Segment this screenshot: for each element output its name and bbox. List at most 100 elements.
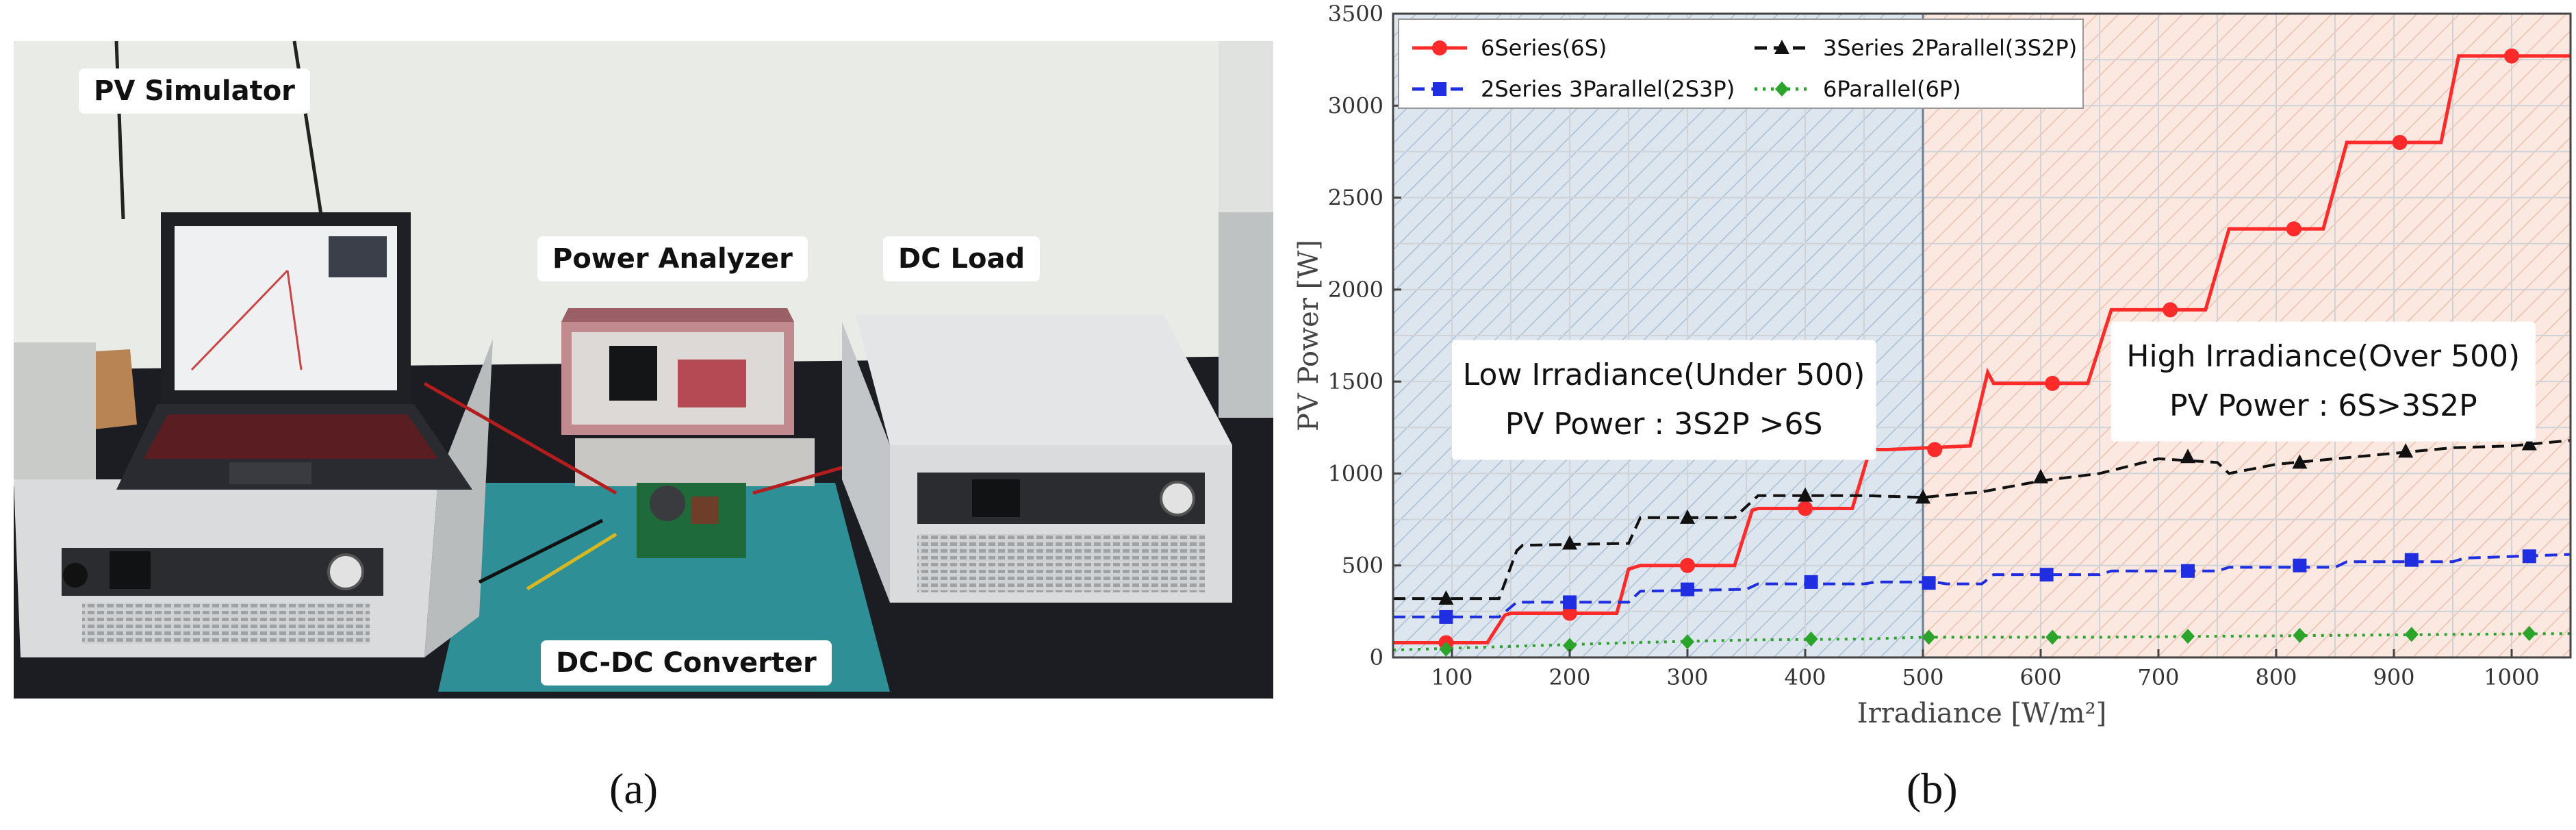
data-point-3 <box>1804 631 1818 647</box>
laptop-panel <box>329 236 387 277</box>
x-tick-label: 600 <box>2019 664 2061 690</box>
test-bench-photo <box>14 40 1273 699</box>
legend-marker <box>1775 81 1789 97</box>
data-point-0 <box>1927 442 1943 457</box>
y-tick-label: 3500 <box>1328 1 1383 27</box>
legend-label: 3Series 2Parallel(3S2P) <box>1823 35 2077 61</box>
data-point-2 <box>2181 564 2195 578</box>
dc-load-top <box>856 315 1232 445</box>
panel-label-b: (b) <box>1907 764 1958 813</box>
converter-capacitor <box>650 486 685 521</box>
pv-power-chart: 100 200 300 400 500 600 700 800 900 1000 0 500 1000 1… <box>1293 1 2572 729</box>
dc-load-knob <box>1160 481 1195 516</box>
analyzer-keys <box>678 360 746 407</box>
panel-label-a: (a) <box>609 764 659 813</box>
black-wire <box>478 518 604 584</box>
label-pv-simulator: PV Simulator <box>79 68 310 114</box>
legend-marker <box>1433 82 1446 96</box>
esd-mat <box>438 483 890 692</box>
label-dc-dc-converter: DC-DC Converter <box>541 640 832 686</box>
data-point-2 <box>2039 568 2054 582</box>
data-point-1 <box>1915 489 1930 504</box>
data-point-0 <box>2163 302 2178 318</box>
label-dc-load: DC Load <box>883 236 1041 281</box>
y-tick-label: 1500 <box>1328 368 1383 394</box>
data-point-2 <box>2293 558 2307 573</box>
data-point-2 <box>2404 553 2419 567</box>
laptop-plot <box>286 270 303 370</box>
y-tick-label: 0 <box>1370 644 1383 670</box>
laptop-plot <box>190 269 289 371</box>
series-line-0 <box>1393 54 2571 644</box>
x-tick-label: 500 <box>1902 664 1943 690</box>
pv-simulator-side <box>424 339 493 657</box>
data-point-3 <box>2045 629 2060 645</box>
label-power-analyzer: Power Analyzer <box>537 236 808 281</box>
x-tick-label: 100 <box>1431 664 1472 690</box>
photo-panel: PV Simulator Power Analyzer DC Load DC-D… <box>0 0 1280 830</box>
legend-box <box>1398 18 2084 109</box>
data-point-1 <box>2398 443 2414 458</box>
data-point-2 <box>1804 575 1818 589</box>
legend-marker <box>1432 40 1447 55</box>
x-axis-title: Irradiance [W/m²] <box>1857 698 2106 729</box>
annotation-text: PV Power : 6S>3S2P <box>2169 388 2477 423</box>
data-point-3 <box>2293 627 2307 643</box>
annotation-text: High Irradiance(Over 500) <box>2126 339 2520 374</box>
x-tick-label: 1000 <box>2484 664 2539 690</box>
dc-load-vents <box>917 534 1205 592</box>
data-point-2 <box>2522 549 2536 564</box>
series-line-2 <box>1393 553 2571 618</box>
analyzer-stand <box>575 438 815 486</box>
data-point-2 <box>1439 609 1453 624</box>
yellow-wire <box>526 532 617 591</box>
legend-label: 6Parallel(6P) <box>1823 76 1961 102</box>
analyzer-top <box>561 308 794 322</box>
data-point-0 <box>2504 48 2519 64</box>
dc-load-display <box>972 479 1020 517</box>
data-point-3 <box>2181 629 2195 644</box>
data-point-0 <box>2045 375 2061 391</box>
data-point-3 <box>1922 629 1936 645</box>
y-axis-title: PV Power [W] <box>1293 240 1325 431</box>
chart-panel: 100 200 300 400 500 600 700 800 900 1000 0 500 1000 1… <box>1280 0 2576 830</box>
analyzer-screen <box>609 346 657 401</box>
x-tick-label: 300 <box>1666 664 1708 690</box>
y-tick-label: 2000 <box>1328 277 1383 303</box>
data-point-0 <box>1562 605 1577 621</box>
red-wire <box>423 381 617 495</box>
y-tick-label: 500 <box>1342 553 1383 579</box>
y-tick-label: 2500 <box>1328 185 1383 211</box>
pv-simulator-knob <box>327 553 364 590</box>
y-tick-label: 1000 <box>1328 460 1383 486</box>
pv-simulator-display <box>110 551 151 589</box>
data-point-0 <box>2392 135 2408 150</box>
series-line-3 <box>1392 632 2571 652</box>
data-point-2 <box>1681 582 1694 596</box>
data-point-0 <box>1798 501 1813 516</box>
data-point-1 <box>1680 509 1695 524</box>
data-point-3 <box>1681 634 1694 650</box>
data-point-1 <box>1438 590 1454 605</box>
data-point-2 <box>1922 576 1936 590</box>
data-point-3 <box>2404 627 2419 642</box>
data-point-1 <box>1562 535 1577 550</box>
pv-simulator-vents <box>82 603 370 644</box>
series-line-1 <box>1393 439 2571 601</box>
laptop-touchpad <box>229 462 311 484</box>
x-tick-label: 900 <box>2373 664 2414 690</box>
legend-marker <box>1774 40 1789 54</box>
data-point-0 <box>2286 221 2301 237</box>
dc-load-panel <box>917 473 1205 524</box>
x-tick-label: 400 <box>1784 664 1826 690</box>
x-tick-label: 800 <box>2255 664 2297 690</box>
pv-simulator-switch <box>63 563 88 588</box>
data-point-3 <box>1439 641 1453 657</box>
legend-label: 2Series 3Parallel(2S3P) <box>1481 76 1735 102</box>
x-tick-label: 700 <box>2137 664 2179 690</box>
laptop-keyboard <box>144 414 438 459</box>
data-point-0 <box>1680 557 1695 573</box>
plot-frame <box>1392 12 2572 659</box>
converter-inductor <box>691 496 719 524</box>
annotation-text: PV Power : 3S2P >6S <box>1505 407 1823 442</box>
